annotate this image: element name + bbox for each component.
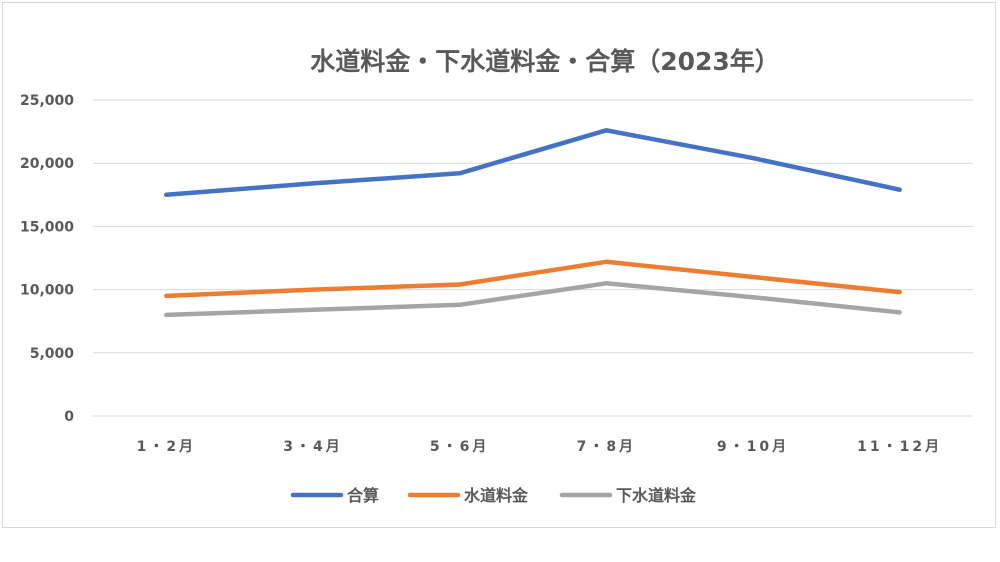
legend-label: 合算 bbox=[347, 486, 379, 505]
series-line bbox=[164, 281, 902, 318]
series-line bbox=[164, 259, 902, 299]
y-axis-ticks: 0 5,000 10,000 15,000 20,000 25,000 bbox=[20, 93, 74, 425]
legend-label: 水道料金 bbox=[464, 486, 529, 505]
y-tick-label: 5,000 bbox=[30, 346, 75, 362]
x-axis-ticks: 1・2月 3・4月 5・6月 7・8月 9・10月 11・12月 bbox=[137, 439, 942, 455]
legend-label: 下水道料金 bbox=[616, 486, 697, 505]
x-tick-label: 11・12月 bbox=[857, 439, 942, 455]
x-tick-label: 1・2月 bbox=[137, 439, 196, 455]
x-tick-label: 5・6月 bbox=[430, 439, 489, 455]
series-line bbox=[164, 128, 902, 198]
series-lines bbox=[164, 128, 902, 318]
y-tick-label: 25,000 bbox=[20, 93, 74, 109]
y-tick-label: 0 bbox=[64, 409, 74, 425]
x-tick-label: 3・4月 bbox=[283, 439, 342, 455]
y-tick-label: 15,000 bbox=[20, 219, 74, 235]
chart-title: 水道料金・下水道料金・合算（2023年） bbox=[310, 47, 780, 76]
y-tick-label: 10,000 bbox=[20, 283, 74, 299]
x-tick-label: 9・10月 bbox=[717, 439, 789, 455]
legend: 合算 水道料金 下水道料金 bbox=[290, 486, 697, 505]
gridlines bbox=[93, 99, 973, 417]
y-tick-label: 20,000 bbox=[20, 156, 74, 172]
x-tick-label: 7・8月 bbox=[577, 439, 636, 455]
chart-frame bbox=[2, 2, 996, 528]
